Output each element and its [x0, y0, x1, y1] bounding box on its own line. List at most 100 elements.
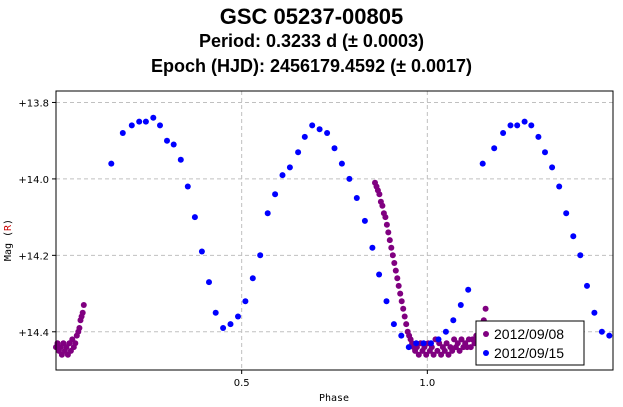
- data-point: [309, 122, 316, 129]
- data-point: [456, 347, 463, 354]
- data-point: [338, 160, 345, 167]
- data-point: [577, 252, 584, 259]
- chart-subtitle-period: Period: 0.3233 d (± 0.0003): [199, 31, 424, 51]
- data-point: [264, 210, 271, 217]
- data-point: [346, 175, 353, 182]
- data-point: [79, 309, 86, 316]
- data-point: [450, 317, 457, 324]
- data-point: [164, 137, 170, 144]
- legend-label-series-2: 2012/09/15: [494, 345, 564, 361]
- data-point: [549, 164, 556, 171]
- data-point: [177, 156, 184, 163]
- x-tick-label: 1.0: [419, 378, 435, 389]
- data-point: [457, 302, 464, 308]
- data-point: [391, 260, 398, 266]
- data-point: [383, 221, 390, 228]
- data-point: [398, 332, 405, 339]
- data-point: [392, 267, 399, 274]
- data-point: [521, 118, 528, 125]
- data-point: [136, 118, 143, 125]
- data-point: [528, 122, 535, 129]
- data-point: [395, 282, 402, 289]
- data-point: [442, 328, 449, 335]
- data-point: [286, 164, 293, 171]
- y-tick-label: +14.2: [18, 251, 49, 262]
- data-point: [563, 210, 570, 217]
- x-tick-label: 0.5: [234, 378, 250, 389]
- data-point: [394, 275, 401, 282]
- data-point: [295, 149, 302, 156]
- data-point: [507, 122, 514, 129]
- data-point: [389, 252, 396, 259]
- data-point: [150, 114, 157, 121]
- axis-ticks: +13.8 +14.0 +14.2 +14.4 0.5 1.0: [18, 98, 435, 389]
- data-point: [535, 133, 542, 140]
- data-point: [184, 183, 191, 190]
- data-point: [514, 122, 521, 129]
- data-point: [128, 122, 135, 129]
- data-point: [361, 217, 368, 224]
- data-point: [331, 145, 338, 152]
- data-point: [500, 130, 507, 136]
- data-point: [598, 328, 605, 335]
- data-point: [405, 344, 412, 351]
- data-point: [142, 118, 149, 125]
- data-point: [591, 309, 598, 316]
- data-point: [242, 298, 249, 305]
- chart-subtitle-epoch: Epoch (HJD): 2456179.4592 (± 0.0017): [150, 56, 473, 76]
- data-point: [235, 313, 241, 320]
- data-point: [272, 191, 279, 198]
- data-point: [386, 237, 393, 244]
- data-point: [491, 145, 498, 152]
- data-point: [400, 305, 407, 312]
- data-point: [401, 313, 408, 320]
- data-point: [227, 321, 234, 328]
- data-point: [257, 252, 264, 259]
- data-point: [301, 133, 308, 140]
- data-point: [415, 351, 422, 358]
- data-point: [353, 195, 360, 201]
- data-point: [556, 183, 563, 190]
- data-point: [606, 332, 613, 339]
- data-point: [369, 244, 376, 251]
- series-1: [53, 179, 489, 358]
- data-point: [249, 275, 256, 282]
- chart-title-block: GSC 05237-00805 Period: 0.3233 d (± 0.00…: [0, 4, 623, 79]
- data-point: [435, 336, 442, 343]
- data-point: [441, 347, 448, 354]
- data-point: [385, 229, 392, 236]
- data-point: [467, 344, 474, 351]
- data-point: [376, 271, 383, 278]
- data-point: [449, 347, 456, 354]
- data-point: [398, 298, 405, 305]
- data-point: [430, 351, 437, 358]
- data-point: [423, 351, 430, 358]
- data-point: [108, 160, 115, 167]
- data-point: [212, 309, 219, 316]
- data-point: [80, 302, 87, 308]
- data-point: [542, 149, 548, 156]
- data-point: [379, 202, 386, 209]
- y-tick-label: +14.4: [18, 328, 49, 339]
- data-point: [434, 347, 441, 354]
- data-point: [413, 340, 420, 347]
- data-point: [570, 233, 577, 240]
- data-point: [458, 336, 465, 343]
- data-point: [324, 130, 331, 136]
- data-point: [170, 141, 177, 148]
- chart-title: GSC 05237-00805: [219, 4, 404, 29]
- x-axis-label: Phase: [319, 393, 349, 404]
- data-point: [428, 340, 434, 347]
- data-point: [72, 340, 79, 347]
- legend-marker-series-1: [483, 331, 489, 337]
- data-point: [390, 321, 397, 328]
- data-point: [420, 340, 427, 347]
- data-point: [316, 126, 323, 133]
- data-point: [584, 282, 590, 289]
- data-point: [76, 325, 83, 331]
- data-point: [438, 351, 445, 358]
- data-point: [403, 321, 410, 328]
- y-axis-label: Mag (R): [3, 219, 14, 261]
- data-point: [376, 191, 383, 198]
